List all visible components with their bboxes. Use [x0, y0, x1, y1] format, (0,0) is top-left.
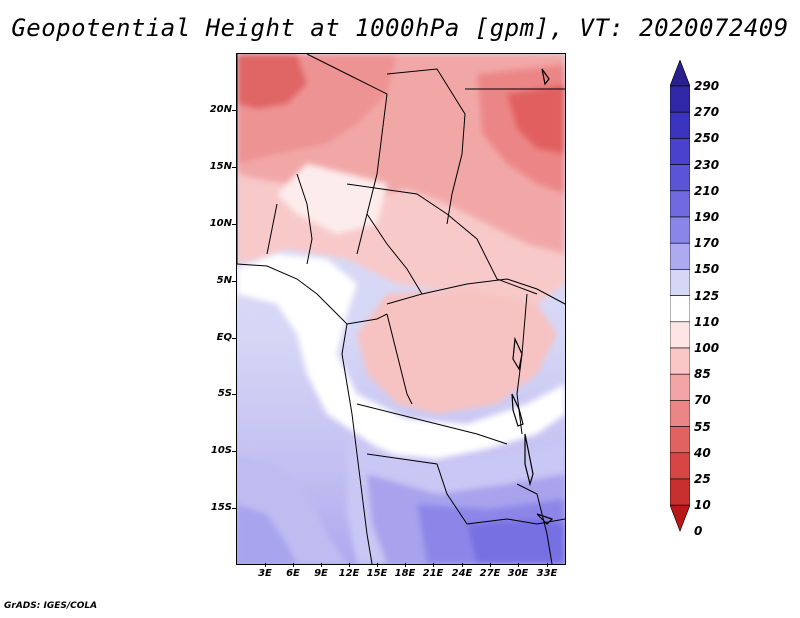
colorbar-label: 170: [694, 236, 720, 251]
colorbar-label: 250: [694, 131, 720, 146]
lon-label-18e: 18E: [394, 568, 416, 579]
colorbar-segment: [670, 452, 690, 480]
colorbar-label: 25: [694, 472, 711, 486]
lakes: [511, 68, 554, 525]
colorbar-segment: [670, 373, 690, 401]
colorbar-segment: [670, 295, 690, 323]
colorbar-label: 210: [694, 183, 720, 198]
colorbar-segment: [670, 138, 690, 165]
colorbar-segment: [670, 190, 690, 218]
colorbar-label: 100: [694, 341, 720, 355]
colorbar-segment: [670, 426, 690, 454]
colorbar-label: 125: [694, 288, 720, 303]
colorbar-segment: [670, 111, 690, 139]
colorbar: [670, 60, 690, 533]
map-title: Geopotential Height at 1000hPa [gpm], VT…: [11, 14, 789, 42]
footer-credit: GrADS: IGES/COLA: [4, 601, 98, 611]
lat-label-5s: 5S: [217, 388, 232, 399]
lat-label-15s: 15S: [210, 502, 232, 513]
colorbar-segment: [670, 269, 690, 296]
lon-label-30e: 30E: [507, 568, 529, 579]
lat-label-5n: 5N: [216, 275, 232, 286]
lon-label-21e: 21E: [422, 568, 444, 579]
lat-label-10s: 10S: [210, 445, 232, 456]
colorbar-label: 150: [694, 262, 720, 277]
lat-label-eq: EQ: [216, 332, 232, 343]
colorbar-segment: [670, 400, 690, 427]
colorbar-label: 270: [694, 105, 720, 120]
colorbar-label: 230: [694, 157, 720, 172]
lon-label-6e: 6E: [286, 568, 300, 579]
colorbar-segment: [670, 347, 690, 375]
colorbar-label: 0: [694, 524, 703, 539]
colorbar-label: 190: [694, 210, 720, 224]
lat-label-20n: 20N: [209, 104, 232, 115]
lat-label-10n: 10N: [209, 218, 232, 229]
colorbar-label: 290: [694, 79, 720, 93]
colorbar-segment: [670, 321, 690, 349]
lon-label-9e: 9E: [314, 568, 328, 579]
lon-label-15e: 15E: [366, 568, 388, 579]
colorbar-segment: [670, 164, 690, 192]
colorbar-label: 70: [694, 393, 711, 408]
lon-label-12e: 12E: [338, 568, 360, 579]
lon-label-27e: 27E: [479, 568, 501, 579]
colorbar-segment: [670, 85, 690, 113]
height-field: [237, 54, 565, 564]
lon-label-24e: 24E: [451, 568, 473, 579]
colorbar-segment: [670, 242, 690, 270]
colorbar-label: 40: [694, 445, 711, 460]
lat-label-15n: 15N: [209, 161, 232, 172]
lon-label-33e: 33E: [536, 568, 558, 579]
colorbar-max-arrow: [670, 60, 690, 87]
map-plot-area: [236, 53, 566, 565]
colorbar-segment: [670, 216, 690, 244]
country-borders: [237, 54, 565, 564]
colorbar-segment: [670, 478, 690, 506]
colorbar-label: 10: [694, 498, 711, 513]
colorbar-label: 55: [694, 419, 711, 434]
colorbar-label: 110: [694, 314, 720, 329]
colorbar-min-arrow: [670, 504, 690, 533]
colorbar-label: 85: [694, 367, 711, 382]
lon-label-3e: 3E: [258, 568, 272, 579]
